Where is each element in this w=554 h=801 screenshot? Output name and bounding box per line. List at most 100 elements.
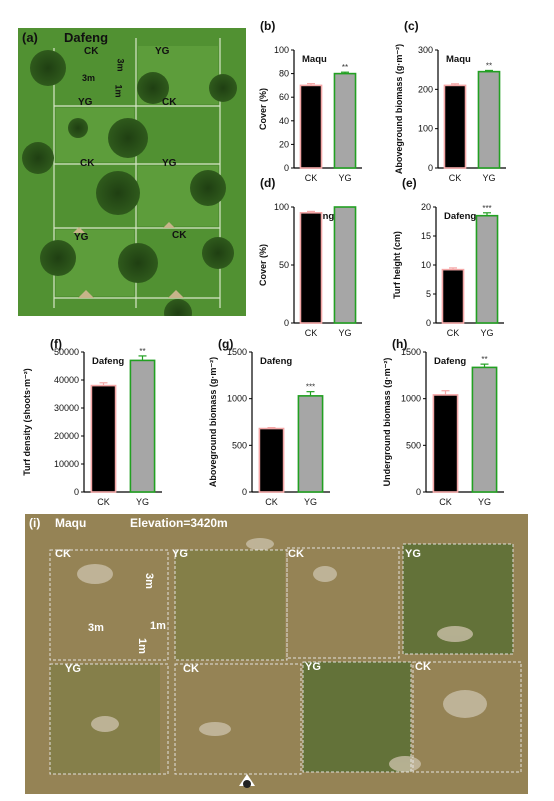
y-tick-label: 0 bbox=[284, 163, 289, 173]
bar-ck bbox=[441, 268, 465, 324]
plot-label: CK bbox=[172, 230, 187, 241]
y-axis-label: Cover (%) bbox=[258, 88, 268, 130]
y-axis-label: Turf density (shoots·m⁻²) bbox=[22, 368, 32, 476]
panel-i-elevation: Elevation=3420m bbox=[130, 516, 228, 530]
x-tick-label: CK bbox=[439, 497, 452, 507]
panel-letter: (g) bbox=[218, 337, 233, 351]
y-tick-label: 15 bbox=[421, 231, 431, 241]
y-tick-label: 0 bbox=[426, 318, 431, 328]
plot-label: CK bbox=[183, 663, 199, 675]
y-tick-label: 500 bbox=[232, 440, 247, 450]
y-axis-label: Aboveground biomass (g·m⁻²) bbox=[208, 357, 218, 487]
panel-letter: (d) bbox=[260, 176, 275, 190]
panel-letter: (b) bbox=[260, 19, 275, 33]
x-tick-label: YG bbox=[478, 497, 491, 507]
bar-yg bbox=[333, 206, 357, 324]
x-tick-label: CK bbox=[449, 173, 462, 183]
y-tick-label: 1500 bbox=[401, 347, 421, 357]
dimension-label: 3m bbox=[82, 73, 96, 83]
y-tick-label: 20 bbox=[279, 139, 289, 149]
panel-letter: (h) bbox=[392, 337, 407, 351]
y-tick-label: 20 bbox=[421, 202, 431, 212]
plot-label: YG bbox=[405, 548, 421, 560]
plot-label: YG bbox=[305, 661, 321, 673]
y-tick-label: 1000 bbox=[401, 394, 421, 404]
y-tick-label: 1500 bbox=[227, 347, 247, 357]
bar-ck bbox=[432, 394, 459, 493]
y-tick-label: 500 bbox=[406, 440, 421, 450]
y-tick-label: 5 bbox=[426, 289, 431, 299]
y-tick-label: 60 bbox=[279, 92, 289, 102]
chart-h-svg: (h) Dafeng 0 500 1000 1500 Underground biomass… bbox=[382, 337, 504, 507]
chart-title: Dafeng bbox=[434, 356, 466, 367]
bar-ck bbox=[299, 211, 323, 324]
chart-title: Maqu bbox=[446, 54, 471, 65]
plot-label: CK bbox=[80, 158, 95, 169]
panel-letter: (e) bbox=[402, 176, 417, 190]
panel-i-site: Maqu bbox=[55, 516, 87, 530]
y-tick-label: 30000 bbox=[54, 403, 79, 413]
chart-b-cover-maqu: (b) Maqu 0 20 40 60 80 100 Cover (%) CK ** YG bbox=[256, 18, 386, 183]
significance-label: ** bbox=[139, 347, 145, 356]
y-axis-label: Underground biomass (g·m⁻²) bbox=[382, 358, 392, 487]
plot-label: CK bbox=[415, 661, 431, 673]
x-tick-label: YG bbox=[136, 497, 149, 507]
y-tick-label: 10 bbox=[421, 260, 431, 270]
plot-label: YG bbox=[65, 663, 81, 675]
x-tick-label: YG bbox=[304, 497, 317, 507]
bar-ck bbox=[299, 84, 323, 169]
bar-yg bbox=[471, 366, 498, 493]
aerial-photo-maqu bbox=[25, 514, 528, 794]
y-tick-label: 200 bbox=[418, 84, 433, 94]
chart-e-turf-height-dafeng: (e) Dafeng 0 5 10 15 20 Turf height (cm) CK *** YG bbox=[392, 175, 532, 338]
chart-title: Dafeng bbox=[260, 356, 292, 367]
y-tick-label: 50 bbox=[279, 260, 289, 270]
bar-yg bbox=[333, 72, 357, 169]
x-tick-label: CK bbox=[305, 173, 318, 183]
y-axis-label: Turf height (cm) bbox=[392, 231, 402, 299]
y-tick-label: 100 bbox=[274, 45, 289, 55]
bar-ck bbox=[90, 384, 117, 493]
plot-label: YG bbox=[155, 46, 170, 57]
y-tick-label: 0 bbox=[416, 487, 421, 497]
significance-label: *** bbox=[306, 383, 315, 392]
chart-title: Dafeng bbox=[92, 356, 124, 367]
x-tick-label: YG bbox=[338, 328, 351, 338]
chart-c-aboveground-biomass-maqu: (c) Maqu 0 100 200 300 Aboveground biomass (g·… bbox=[392, 18, 532, 183]
dimension-label: 3m bbox=[142, 573, 155, 589]
y-axis-label: Cover (%) bbox=[258, 244, 268, 286]
plot-label: CK bbox=[84, 46, 99, 57]
aerial-photo-dafeng-image bbox=[18, 28, 246, 316]
dimension-label: 3m bbox=[88, 622, 104, 634]
plot-label: YG bbox=[162, 158, 177, 169]
significance-label: ** bbox=[486, 61, 492, 70]
chart-g-aboveground-biomass-dafeng: (g) Dafeng 0 500 1000 1500 Aboveground biomass… bbox=[196, 336, 366, 507]
plot-label: CK bbox=[288, 548, 304, 560]
x-tick-label: CK bbox=[447, 328, 460, 338]
y-tick-label: 0 bbox=[428, 163, 433, 173]
x-tick-label: YG bbox=[338, 173, 351, 183]
significance-label: ** bbox=[342, 63, 348, 72]
y-tick-label: 100 bbox=[418, 124, 433, 134]
y-tick-label: 1000 bbox=[227, 394, 247, 404]
y-tick-label: 10000 bbox=[54, 459, 79, 469]
y-tick-label: 80 bbox=[279, 69, 289, 79]
panel-a-letter: (a) bbox=[22, 30, 38, 45]
chart-f-svg: (f) Dafeng 0 10000 20000 30000 40000 50000 Turf … bbox=[22, 337, 162, 507]
chart-e-svg: (e) Dafeng 0 5 10 15 20 Turf height (cm) CK *** YG bbox=[392, 176, 504, 338]
chart-b-svg: (b) Maqu 0 20 40 60 80 100 Cover (%) CK ** YG bbox=[258, 19, 362, 183]
chart-f-turf-density-dafeng: (f) Dafeng 0 10000 20000 30000 40000 50000 Turf … bbox=[18, 336, 188, 507]
y-tick-label: 40000 bbox=[54, 375, 79, 385]
bar-ck bbox=[258, 427, 285, 493]
plot-label: YG bbox=[78, 97, 93, 108]
dimension-label: 1m bbox=[135, 638, 148, 654]
aerial-photo-dafeng bbox=[18, 28, 246, 316]
chart-title: Maqu bbox=[302, 54, 327, 65]
dimension-label: 1m bbox=[113, 84, 124, 98]
x-tick-label: YG bbox=[480, 328, 493, 338]
aerial-photo-maqu-image bbox=[25, 514, 528, 794]
panel-i-letter: (i) bbox=[29, 516, 41, 530]
bar-yg bbox=[477, 70, 501, 169]
y-tick-label: 100 bbox=[274, 202, 289, 212]
